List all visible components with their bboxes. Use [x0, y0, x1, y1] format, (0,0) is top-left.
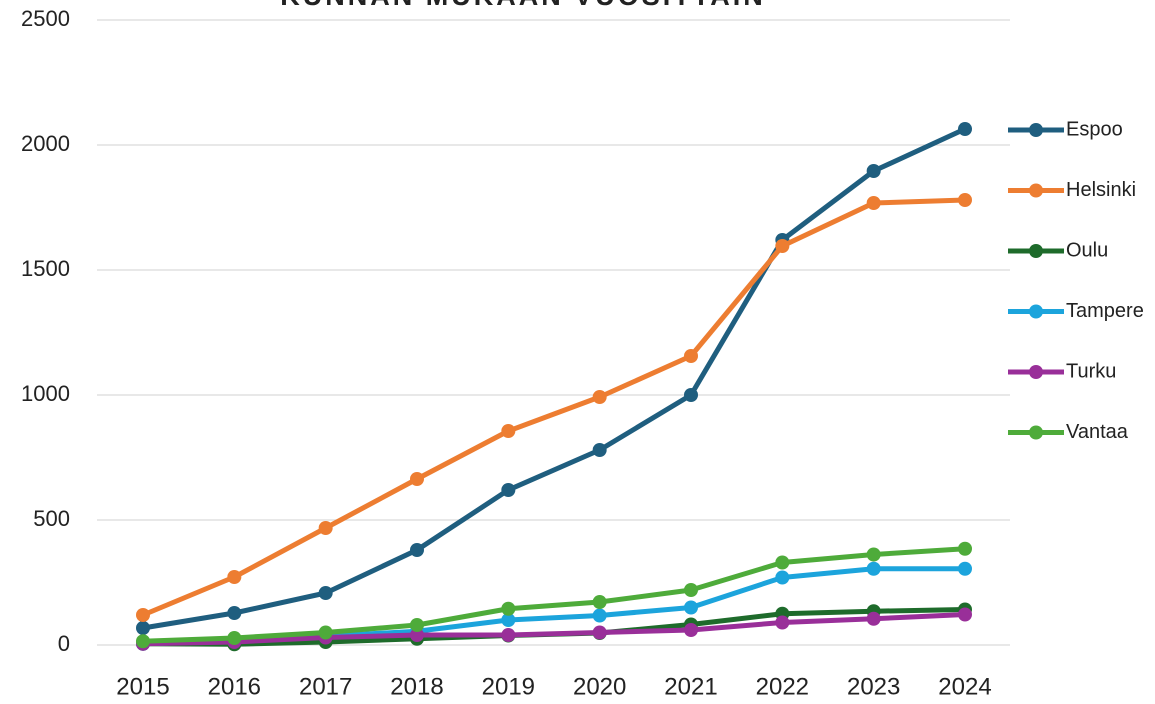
legend-marker	[1029, 244, 1043, 258]
y-tick-label: 1500	[21, 256, 70, 281]
x-tick-label: 2023	[847, 673, 900, 700]
legend-label: Tampere	[1066, 300, 1144, 322]
data-point	[136, 634, 150, 649]
x-tick-label: 2018	[390, 673, 443, 700]
legend-marker	[1029, 365, 1043, 379]
data-point	[501, 613, 516, 627]
series-line	[142, 126, 967, 631]
legend-label: Turku	[1066, 360, 1116, 382]
y-tick-label: 2000	[21, 131, 70, 156]
chart-title: KUNNAN MUKAAN VUOSITTAIN	[280, 0, 765, 11]
data-point	[410, 628, 424, 642]
x-tick-label: 2020	[573, 673, 626, 700]
data-point	[958, 561, 972, 576]
data-point	[410, 472, 424, 486]
y-tick-label: 0	[58, 631, 70, 656]
data-point	[684, 623, 698, 637]
data-point	[866, 164, 881, 178]
legend-marker	[1029, 123, 1043, 137]
data-point	[318, 625, 333, 640]
data-point	[592, 625, 607, 640]
y-tick-label: 2500	[21, 6, 70, 31]
data-point	[684, 600, 698, 615]
data-point	[592, 390, 607, 404]
data-point	[501, 483, 516, 497]
data-point	[775, 239, 790, 253]
data-point	[136, 608, 150, 622]
data-point	[501, 424, 516, 438]
data-point	[958, 122, 972, 136]
data-point	[684, 388, 698, 402]
data-point	[866, 611, 881, 626]
legend-label: Helsinki	[1066, 179, 1136, 201]
x-tick-label: 2017	[299, 673, 352, 700]
data-point	[775, 555, 790, 570]
data-point	[318, 521, 333, 535]
data-point	[592, 443, 607, 457]
data-point	[958, 193, 972, 207]
data-point	[958, 541, 972, 556]
data-point	[318, 586, 333, 600]
y-tick-label: 500	[33, 506, 70, 531]
data-point	[775, 570, 790, 585]
legend-label: Espoo	[1066, 118, 1123, 140]
data-point	[227, 570, 242, 584]
legend-marker	[1029, 425, 1043, 440]
y-tick-label: 1000	[21, 381, 70, 406]
data-point	[958, 607, 972, 622]
series-line	[142, 197, 966, 618]
data-point	[410, 543, 424, 557]
series-line	[142, 612, 966, 647]
data-point	[684, 349, 698, 363]
legend-label: Oulu	[1066, 239, 1108, 261]
data-point	[410, 618, 424, 632]
data-point	[592, 608, 607, 623]
data-point	[501, 601, 516, 616]
x-tick-label: 2015	[116, 673, 169, 700]
x-tick-label: 2022	[756, 673, 809, 700]
x-tick-label: 2019	[482, 673, 535, 700]
legend-marker	[1029, 304, 1043, 319]
data-point	[866, 561, 881, 576]
x-tick-label: 2021	[664, 673, 717, 700]
x-tick-label: 2024	[938, 673, 991, 700]
data-point	[592, 595, 607, 609]
data-point	[866, 196, 881, 210]
data-point	[775, 615, 790, 630]
data-point	[501, 628, 516, 642]
legend-label: Vantaa	[1066, 421, 1129, 443]
data-point	[227, 606, 242, 620]
data-point	[136, 621, 150, 635]
series-line	[142, 546, 966, 644]
data-point	[866, 547, 881, 562]
x-tick-label: 2016	[208, 673, 261, 700]
data-point	[227, 631, 242, 645]
data-point	[684, 583, 698, 597]
legend-marker	[1029, 183, 1043, 198]
